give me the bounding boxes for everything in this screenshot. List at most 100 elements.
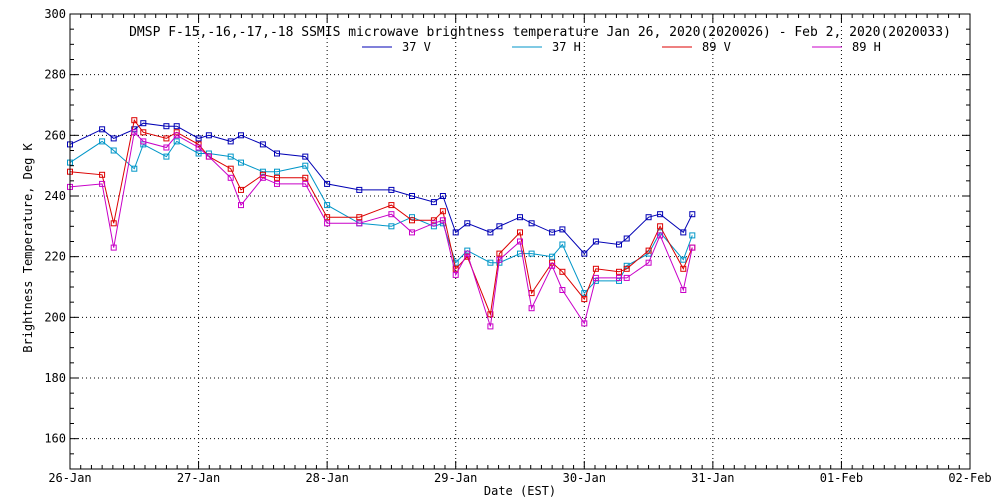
data-point — [487, 259, 494, 266]
series-4 — [67, 129, 696, 330]
data-point — [163, 123, 170, 130]
ticks: 26-Jan 27-Jan 28-Jan 29-Jan 30-Jan 31-Jan 01-F… — [44, 7, 991, 485]
data-point — [592, 265, 599, 272]
data-point — [131, 165, 138, 172]
data-point — [559, 241, 566, 248]
data-point — [657, 211, 664, 218]
data-point — [388, 211, 395, 218]
data-point — [430, 220, 437, 227]
data-point — [549, 229, 556, 236]
data-point — [227, 174, 234, 181]
chart-title: DMSP F-15,-16,-17,-18 SSMIS microwave br… — [129, 25, 951, 40]
data-point — [645, 247, 652, 254]
y-tick-label: 220 — [44, 250, 66, 264]
data-point — [227, 165, 234, 172]
data-point — [452, 229, 459, 236]
y-tick-label: 240 — [44, 189, 66, 203]
data-point — [324, 214, 331, 221]
data-point — [439, 193, 446, 199]
data-point — [581, 250, 588, 257]
x-tick-label: 29-Jan — [434, 471, 477, 485]
data-point — [356, 220, 363, 227]
y-tick-label: 300 — [44, 7, 66, 21]
data-point — [581, 296, 588, 303]
data-point — [110, 135, 117, 142]
y-tick-label: 280 — [44, 68, 66, 82]
data-point — [131, 129, 138, 136]
data-point — [496, 256, 503, 263]
data-point — [496, 223, 503, 230]
data-point — [99, 138, 106, 145]
data-point — [430, 199, 437, 206]
data-point — [99, 126, 106, 133]
legend-label: 37 H — [552, 40, 581, 54]
data-point — [205, 132, 212, 139]
data-point — [324, 202, 331, 209]
data-point — [645, 259, 652, 266]
data-point — [623, 265, 630, 272]
data-point — [452, 265, 459, 272]
x-tick-label: 01-Feb — [820, 471, 863, 485]
series-line — [69, 122, 693, 255]
series-layer — [67, 117, 696, 330]
data-point — [302, 153, 309, 160]
data-point — [452, 271, 459, 278]
data-point — [559, 226, 566, 233]
data-point — [302, 180, 309, 187]
data-point — [302, 162, 309, 169]
data-point — [131, 117, 138, 124]
data-point — [689, 211, 696, 218]
data-point — [99, 180, 106, 187]
data-point — [388, 202, 395, 209]
data-point — [274, 150, 280, 157]
legend: 37 V 37 H 89 V 89 H — [362, 40, 881, 54]
x-tick-label: 27-Jan — [177, 471, 220, 485]
data-point — [439, 217, 446, 224]
data-point — [517, 238, 523, 245]
data-point — [623, 274, 630, 281]
y-tick-label: 260 — [44, 128, 66, 142]
data-point — [581, 320, 588, 327]
data-point — [173, 138, 180, 145]
data-point — [680, 229, 687, 236]
data-point — [238, 202, 244, 209]
data-point — [689, 244, 696, 251]
data-point — [195, 141, 202, 148]
data-point — [549, 253, 556, 260]
data-point — [163, 144, 170, 151]
data-point — [680, 256, 687, 263]
data-point — [163, 153, 170, 160]
data-point — [274, 174, 280, 181]
data-point — [388, 186, 395, 193]
data-point — [238, 132, 244, 139]
data-point — [140, 138, 147, 145]
y-tick-label: 200 — [44, 310, 66, 324]
data-point — [487, 323, 494, 330]
data-point — [259, 174, 266, 181]
x-tick-label: 31-Jan — [691, 471, 734, 485]
data-point — [173, 132, 180, 139]
data-point — [409, 217, 415, 224]
legend-label: 37 V — [402, 40, 431, 54]
x-axis-label: Date (EST) — [484, 484, 556, 498]
x-tick-label: 30-Jan — [563, 471, 606, 485]
data-point — [356, 214, 363, 221]
data-point — [616, 241, 622, 248]
data-point — [680, 265, 687, 272]
data-point — [517, 229, 523, 236]
data-point — [99, 171, 106, 178]
data-point — [487, 311, 494, 318]
data-point — [487, 229, 494, 236]
data-point — [140, 129, 147, 136]
data-point — [227, 138, 234, 145]
data-point — [645, 214, 652, 221]
data-point — [409, 229, 415, 236]
data-point — [496, 250, 503, 257]
data-point — [356, 186, 363, 193]
data-point — [195, 135, 202, 142]
data-point — [302, 174, 309, 181]
data-point — [195, 144, 202, 151]
data-point — [388, 223, 395, 230]
y-tick-label: 180 — [44, 371, 66, 385]
